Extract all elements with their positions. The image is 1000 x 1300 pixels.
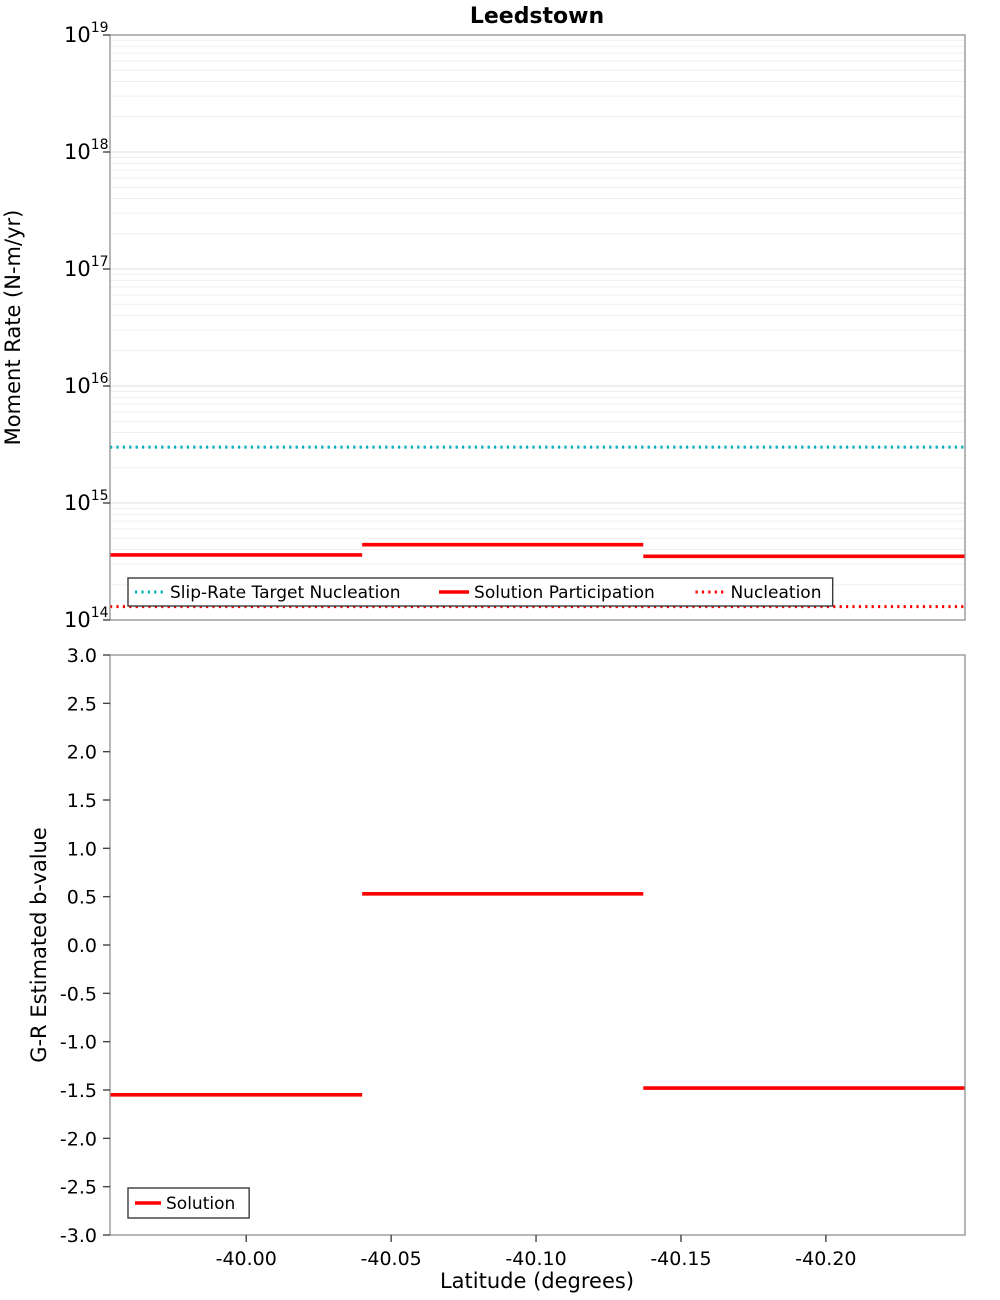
moment-rate-plot: 1014 1015 1016 1017 1018 1019 Moment Rate (N-m… (1, 20, 966, 632)
y-tick-label: 1018 (64, 137, 109, 164)
legend: Slip-Rate Target Nucleation Solution Part… (127, 577, 834, 607)
y-tick-label: 1019 (64, 20, 109, 47)
legend-label-solution: Solution (166, 1194, 235, 1214)
y-tick-label: 1015 (64, 488, 109, 515)
x-axis-label: Latitude (degrees) (440, 1269, 634, 1293)
legend: Solution (127, 1187, 250, 1219)
x-tick-label: -40.05 (361, 1248, 422, 1270)
legend-label-solution-participation: Solution Participation (474, 583, 655, 603)
x-tick-label: -40.10 (505, 1248, 566, 1270)
y-tick-label: 1.5 (67, 790, 97, 812)
y-tick-label: -0.5 (60, 983, 97, 1005)
y-axis-label: Moment Rate (N-m/yr) (1, 210, 25, 446)
legend-label-nucleation: Nucleation (730, 583, 821, 603)
y-tick-label: 1017 (64, 254, 109, 281)
y-tick-label: -1.0 (60, 1032, 97, 1054)
x-tick-label: -40.20 (795, 1248, 856, 1270)
y-tick-label: 2.0 (67, 742, 97, 764)
b-value-plot: -3.0 -2.5 -2.0 -1.5 -1.0 -0.5 0.0 0.5 1.0 1.5 2.0 2… (27, 645, 966, 1270)
y-tick-label: 1.0 (67, 838, 97, 860)
y-tick-label: -1.5 (60, 1080, 97, 1102)
y-tick-label: 0.0 (67, 935, 97, 957)
x-tick-label: -40.15 (650, 1248, 711, 1270)
y-tick-label: 3.0 (67, 645, 97, 667)
plot-border (109, 34, 966, 621)
y-tick-label: -2.0 (60, 1128, 97, 1150)
plot-border (109, 654, 966, 1236)
y-tick-label: 2.5 (67, 693, 97, 715)
y-tick-label: 1016 (64, 371, 109, 398)
y-tick-label: -2.5 (60, 1177, 97, 1199)
y-tick-label: 0.5 (67, 887, 97, 909)
x-tick-label: -40.00 (216, 1248, 277, 1270)
chart-title: Leedstown (470, 4, 604, 29)
y-tick-label: -3.0 (60, 1225, 97, 1247)
legend-label-slip-rate-target-nucleation: Slip-Rate Target Nucleation (170, 583, 401, 603)
y-axis-label: G-R Estimated b-value (27, 827, 51, 1063)
y-tick-label: 1014 (64, 605, 109, 632)
